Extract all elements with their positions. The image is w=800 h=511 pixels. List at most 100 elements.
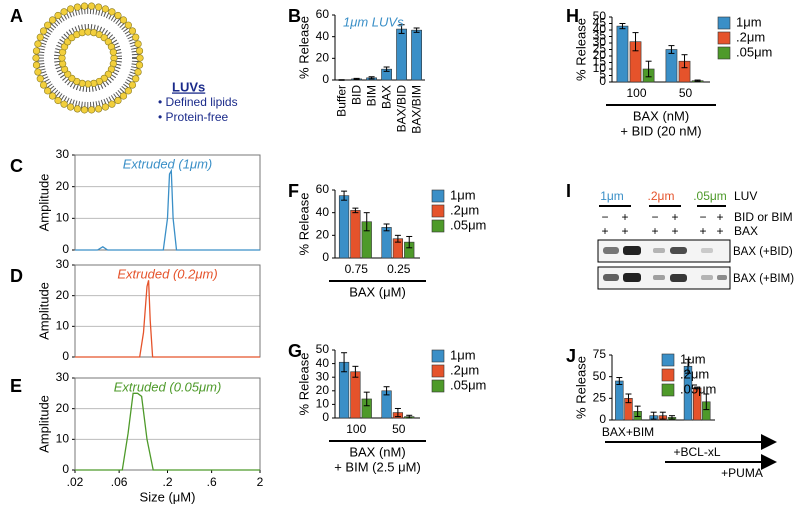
y-tick-label: 20 [56,401,70,415]
lipid-head [44,21,52,29]
legend-swatch [431,379,445,393]
error-bar [394,407,401,418]
lipid-head [101,5,110,13]
lipid-head [39,81,48,89]
y-tick-label: 50 [593,9,607,23]
y-tick-label: 0 [322,72,329,86]
x-axis-label: + BIM (2.5 μM) [334,459,421,474]
y-axis-label: % Release [573,18,588,81]
lipid-head [108,100,116,108]
lipid-head [36,75,44,83]
error-bar [659,411,666,420]
chart-title: Extruded (0.2μm) [117,266,217,281]
y-tick-label: 30 [56,370,70,384]
x-tick-label: 100 [626,86,646,100]
legend-label: .05μm [736,44,772,59]
y-tick-label: 40 [316,356,330,370]
panel-label: I [566,181,571,201]
lipid-head [34,40,42,48]
legend-label: .2μm [450,362,479,377]
lipid-head [66,103,75,111]
bar [350,210,361,259]
bar [381,227,392,259]
y-axis-label: Amplitude [36,395,51,453]
error-bar [413,27,420,33]
error-bar [352,365,359,378]
luv-size: 1μm [600,189,624,203]
y-tick-label: 20 [593,48,607,62]
error-bar [632,32,639,52]
blot-mark: + [716,224,723,238]
blot-strip [597,266,731,290]
lipid-head [114,96,122,105]
lipid-head [54,11,62,20]
x-tick-label: .06 [111,475,128,489]
lipid-head [132,33,140,41]
blot-mark: + [621,210,628,224]
error-bar [406,235,413,249]
lipid-head [87,106,96,114]
lipid-head [87,2,96,10]
x-tick-label: BAX [380,85,394,109]
x-tick-label: BAX+BIM [602,425,654,439]
y-tick-label: 10 [56,432,70,446]
bar [411,29,422,81]
lipid-head [101,103,110,111]
y-tick-label: 20 [56,288,70,302]
error-bar [383,386,390,396]
y-axis-label: Amplitude [36,282,51,340]
x-tick-label: 2 [257,475,264,489]
lipid-head [54,96,62,105]
liposome-bullet: • Defined lipids [158,95,238,109]
annotation: 1μm LUVs [343,14,404,29]
y-tick-label: 25 [593,391,607,405]
lipid-head [66,5,75,13]
panel-label: A [10,6,23,26]
y-tick-label: 30 [593,35,607,49]
error-bar [338,79,345,81]
plot-frame [74,154,261,251]
y-tick-label: 10 [593,61,607,75]
blot-bands [603,246,727,282]
error-bar [352,207,359,214]
lipid-head [32,61,41,69]
bar [338,195,350,259]
error-bar [684,358,691,374]
y-tick-label: 60 [316,182,330,196]
y-axis-label: % Release [296,16,311,79]
lipid-head [135,61,144,69]
x-tick-label: .2 [162,475,172,489]
x-axis-label: BAX (nM) [633,108,689,123]
y-tick-label: 0 [322,250,329,264]
lipid-head [32,47,41,55]
lipid-head [80,106,89,114]
error-bar [668,415,675,420]
error-bar [353,77,360,80]
x-axis-label: BAX (μM) [349,284,406,299]
x-tick-label: BID [350,85,364,105]
error-bar [383,223,390,232]
blot-mark: − [601,210,608,224]
lipid-head [134,40,142,48]
y-tick-label: 25 [593,42,607,56]
legend-label: 1μm [450,187,476,202]
panel-label: H [566,6,579,26]
lipid-head [132,75,140,83]
lipid-head [36,33,44,41]
y-tick-label: 45 [593,16,607,30]
bar [350,371,361,419]
x-tick-label: 100 [346,422,366,436]
size-distribution [75,392,260,471]
chart-title: Extruded (1μm) [123,156,212,171]
legend-swatch [717,16,731,30]
lipid-head [124,87,132,95]
luv-size: .2μm [648,189,675,203]
y-tick-label: 40 [316,29,330,43]
y-axis-label: % Release [296,353,311,416]
error-bar [625,393,632,404]
size-distribution [75,280,260,358]
error-bar [394,234,401,243]
lipid-head [80,2,89,10]
lipid-head [109,48,117,56]
x-tick-label: 0.75 [345,262,369,276]
